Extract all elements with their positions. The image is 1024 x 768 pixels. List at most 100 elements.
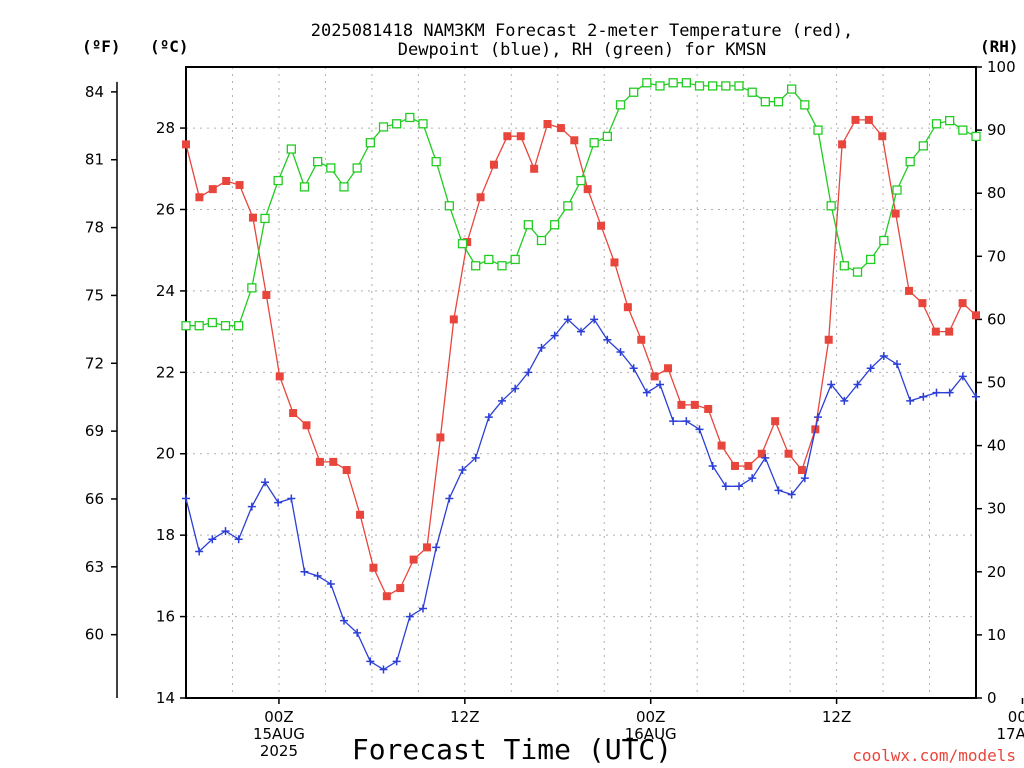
dewpoint-series (182, 315, 980, 674)
rh-point (339, 182, 349, 192)
dewpoint-point (840, 396, 849, 405)
dewpoint-point (550, 331, 559, 340)
temperature-point (208, 185, 217, 194)
celsius-tick-label: 14 (156, 689, 175, 707)
dewpoint-point (261, 478, 269, 487)
dewpoint-point (787, 490, 796, 499)
rh-unit-label: (RH) (980, 37, 1019, 56)
fahrenheit-tick-label: 75 (85, 286, 104, 304)
temperature-point (905, 286, 914, 295)
rh-point (931, 119, 942, 129)
dewpoint-point (340, 616, 348, 625)
temperature-point (664, 364, 673, 373)
dewpoint-point (774, 486, 783, 495)
temperature-point (423, 543, 432, 552)
dewpoint-point (972, 392, 980, 401)
x-tick-label: 16AUG (625, 725, 677, 743)
rh-point (839, 261, 849, 271)
temperature-point (824, 335, 833, 344)
temperature-point (463, 238, 472, 247)
dewpoint-point (893, 360, 901, 369)
rh-point (392, 119, 402, 129)
dewpoint-point (221, 527, 230, 536)
dewpoint-point (629, 364, 638, 373)
rh-point (536, 235, 547, 246)
rh-point (589, 138, 599, 148)
dewpoint-point (590, 315, 599, 324)
temperature-point (744, 461, 753, 470)
temperature-point (851, 115, 860, 124)
temperature-point (891, 209, 900, 218)
rh-tick-label: 100 (987, 58, 1016, 76)
fahrenheit-tick-label: 69 (85, 422, 104, 440)
dewpoint-point (405, 612, 414, 621)
rh-point (892, 185, 902, 195)
rh-point (813, 125, 823, 135)
dewpoint-point (471, 453, 480, 462)
dewpoint-point (748, 474, 757, 483)
temperature-point (182, 140, 190, 149)
rh-tick-label: 20 (987, 563, 1006, 581)
rh-tick-label: 70 (987, 247, 1006, 265)
dewpoint-line (185, 318, 977, 671)
dewpoint-point (432, 543, 441, 552)
rh-tick-label: 30 (987, 500, 1006, 518)
x-tick-label: 17AUG (996, 725, 1024, 743)
temperature-point (556, 124, 565, 133)
temperature-point (931, 327, 940, 336)
dewpoint-point (313, 571, 322, 580)
rh-point (760, 97, 770, 107)
temperature-point (315, 457, 324, 466)
x-tick-label: 12Z (450, 708, 479, 726)
rh-point (194, 321, 204, 331)
fahrenheit-tick-label: 81 (85, 151, 104, 169)
rh-point (510, 254, 520, 265)
rh-point (576, 175, 586, 186)
dewpoint-point (735, 482, 743, 491)
rh-tick-label: 80 (987, 184, 1006, 202)
temperature-point (918, 299, 927, 308)
temperature-point (623, 303, 632, 312)
temperature-line (185, 119, 977, 598)
dewpoint-point (800, 474, 809, 483)
x-tick-label: 12Z (822, 708, 851, 726)
temperature-point (530, 164, 539, 173)
rh-point (181, 321, 191, 331)
dewpoint-point (379, 665, 388, 674)
fahrenheit-tick-label: 63 (85, 558, 104, 576)
dewpoint-point (761, 453, 770, 462)
temperature-point (543, 119, 552, 128)
dewpoint-point (247, 502, 256, 511)
dewpoint-point (945, 388, 954, 397)
rh-point (694, 81, 705, 91)
temperature-point (396, 584, 405, 593)
temperature-point (637, 335, 646, 344)
temperature-point (302, 421, 311, 430)
dewpoint-point (603, 335, 612, 344)
rh-point (523, 220, 533, 230)
temperature-point (730, 461, 739, 470)
dewpoint-point (274, 498, 283, 507)
rh-point (708, 81, 718, 91)
temperature-point (717, 441, 726, 450)
dewpoint-point (300, 567, 309, 576)
rh-point (945, 115, 955, 126)
rh-point (852, 267, 863, 277)
dewpoint-point (695, 425, 704, 434)
rh-point (471, 261, 481, 271)
temperature-point (797, 466, 806, 475)
x-tick-label: 2025 (260, 742, 298, 760)
rh-point (273, 175, 283, 186)
rh-point (484, 254, 494, 265)
rh-point (787, 84, 797, 94)
dewpoint-point (419, 604, 427, 613)
temperature-point (864, 115, 873, 124)
fahrenheit-tick-label: 60 (85, 626, 104, 644)
dewpoint-point (932, 388, 941, 397)
rh-point (418, 119, 428, 129)
dewpoint-point (182, 494, 190, 503)
rh-point (299, 182, 310, 192)
chart-title-line-1: 2025081418 NAM3KM Forecast 2-meter Tempe… (311, 21, 853, 41)
data-series (181, 78, 981, 674)
temperature-point (958, 299, 967, 308)
